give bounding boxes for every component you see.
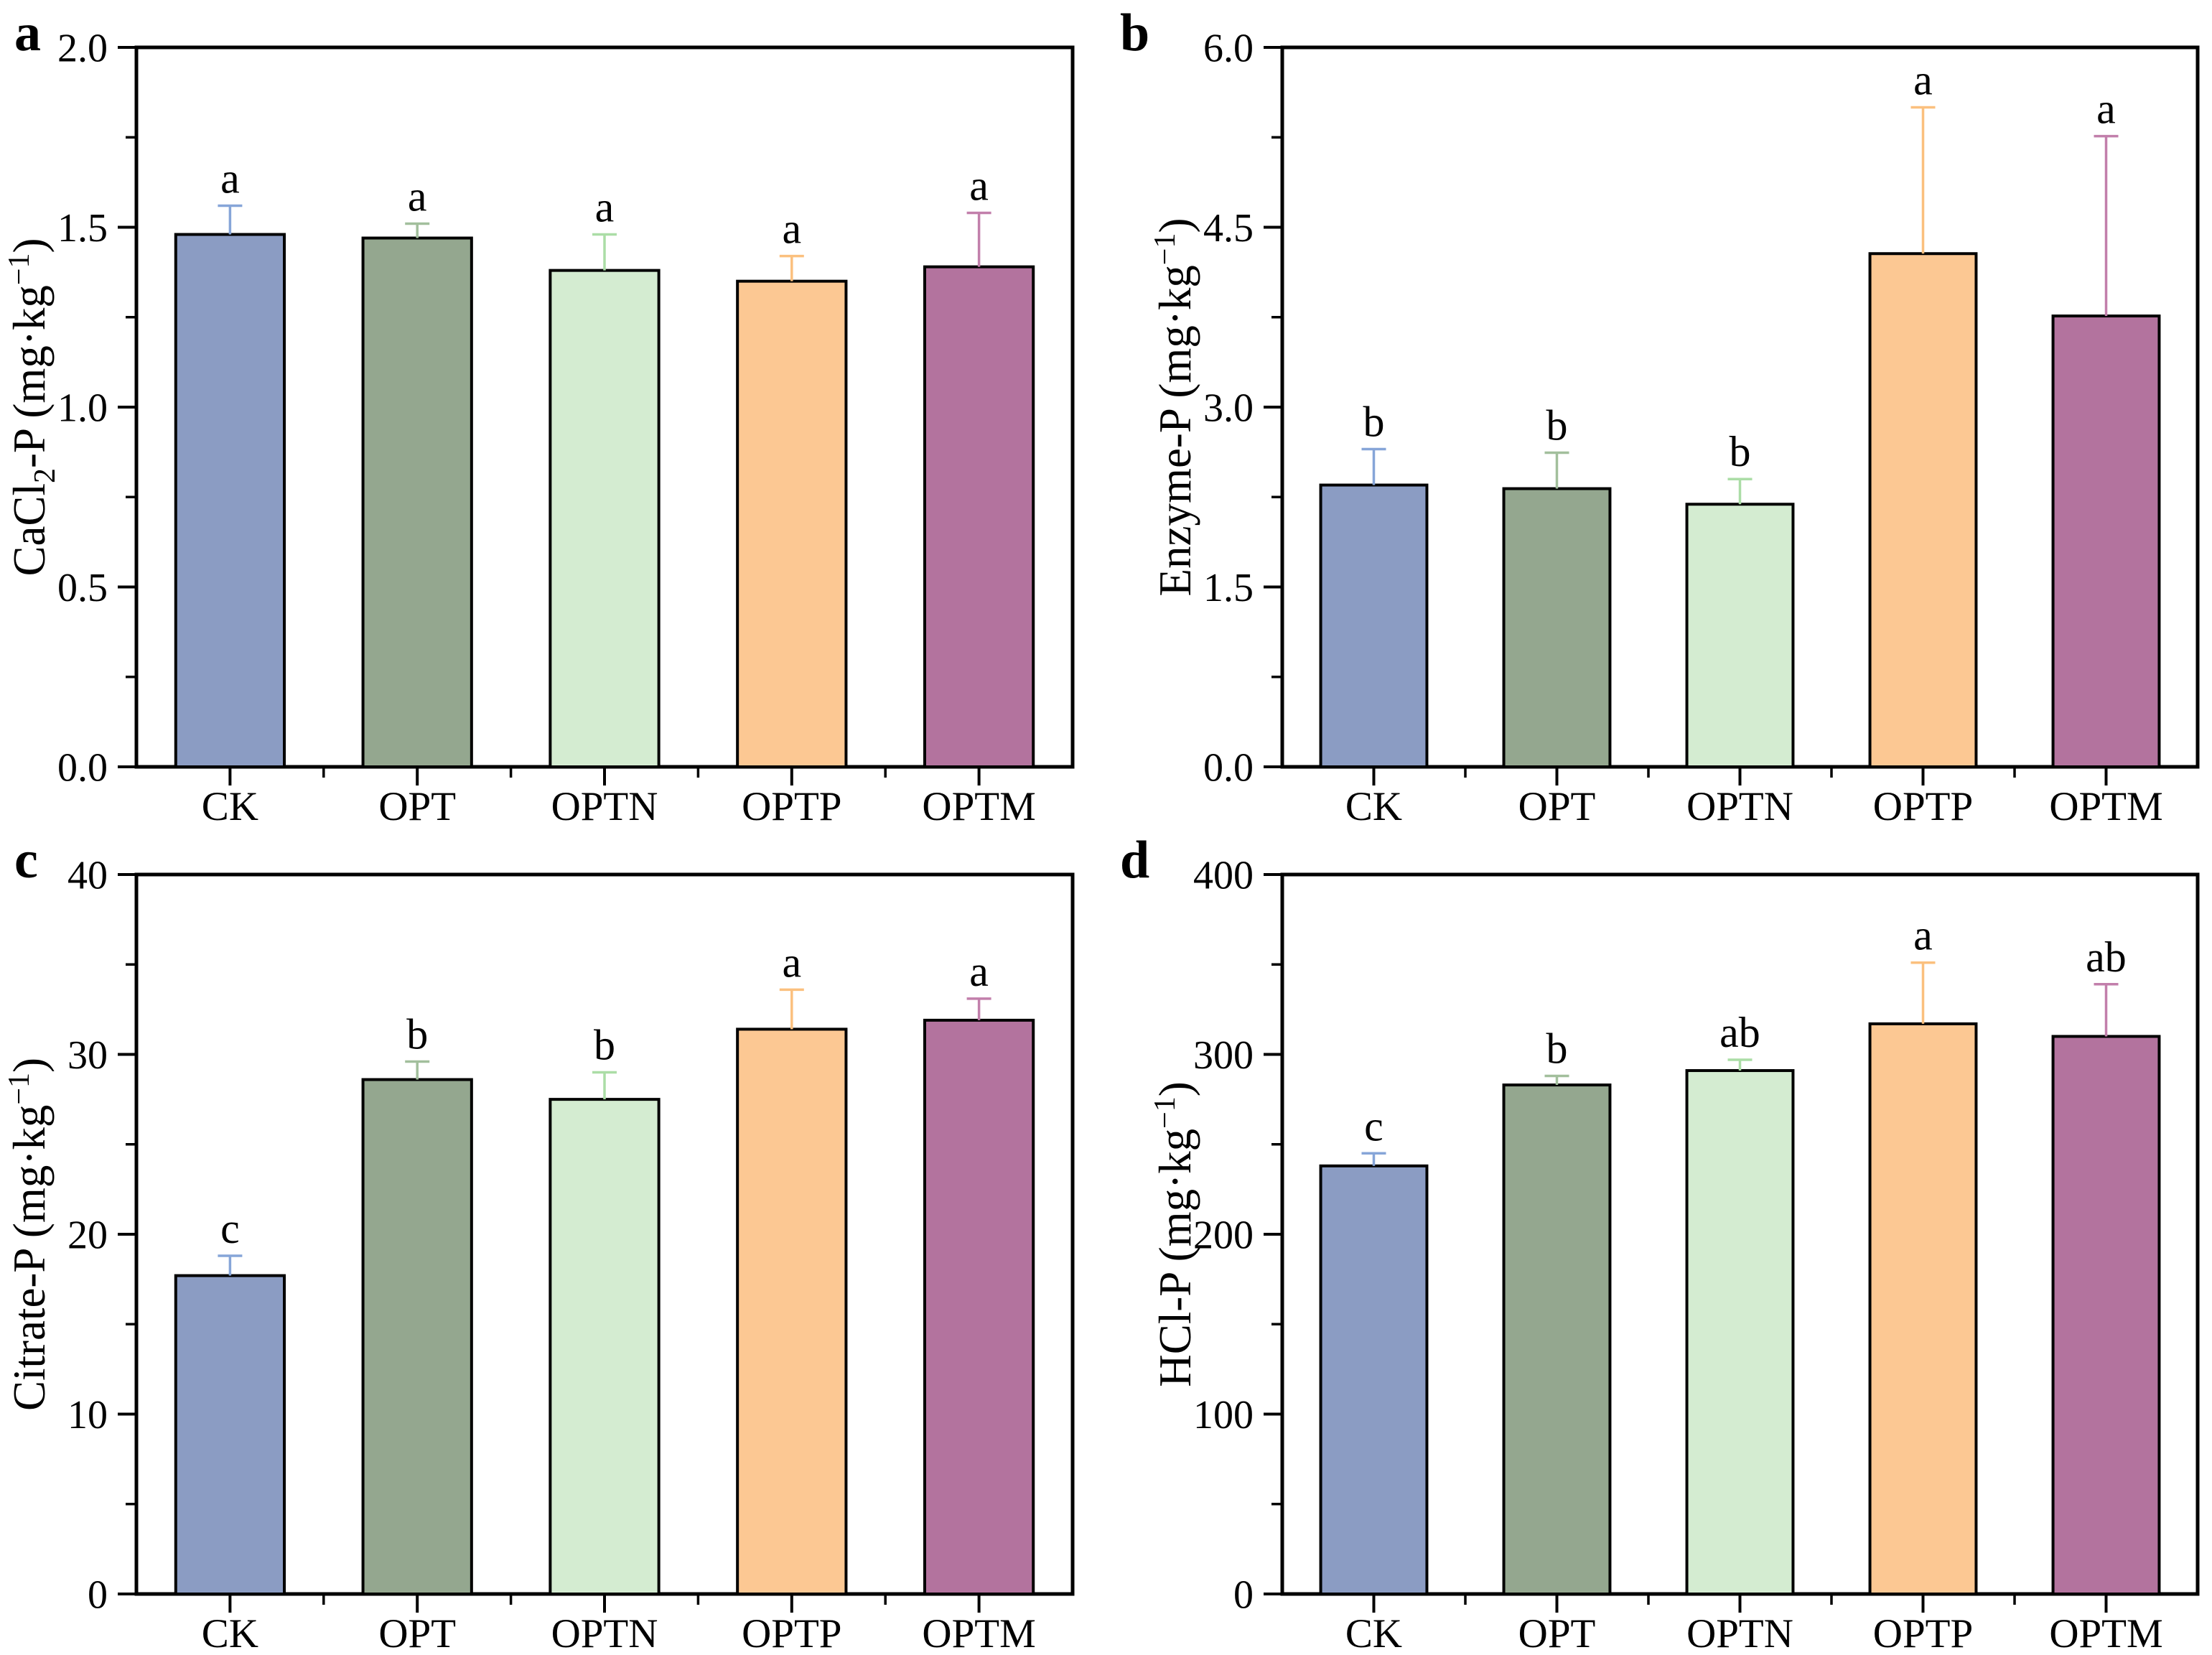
panel-letter-b: b [1120,4,1150,62]
chart-enzyme-p: 0.0 1.5 3.0 4.5 6.0 CK b OPT b OPTN b OPTP a OPTM a Enz… [1149,27,2200,827]
x-tick-label-OPTN: OPTN [551,784,658,827]
bar-OPTN [1685,1069,1795,1596]
x-tick-label-OPTN: OPTN [1686,784,1793,827]
sig-letter-OPTM: a [2096,85,2116,133]
sig-letter-OPT: b [1546,1025,1568,1073]
panel-b: b 0.0 1.5 3.0 4.5 6.0 CK b OPT b OPTN b OPTP a OPTM a E… [1106,0,2211,827]
x-tick-label-CK: CK [202,1611,258,1654]
bar-OPTP [1868,252,1978,768]
y-tick-label: 0 [1233,1573,1254,1618]
y-tick-label: 0.5 [57,566,108,610]
chart-hcl-p: 0 100 200 300 400 CK c OPT b OPTN ab OPTP a OPTM ab HCl… [1149,854,2200,1654]
x-tick-label-OPTM: OPTM [922,784,1035,827]
bar-OPTP [736,1027,848,1595]
bar-CK [174,1274,286,1595]
y-tick-label: 0.0 [1203,746,1254,791]
y-tick-label: 10 [67,1393,108,1437]
x-tick-label-OPTP: OPTP [742,784,841,827]
y-axis-title: HCl-P (mg·kg−1) [1149,1081,1200,1387]
bar-OPTN [549,1098,661,1595]
y-tick-label: 200 [1193,1213,1254,1258]
x-tick-label-OPTM: OPTM [2049,784,2162,827]
bar-OPTM [2051,1035,2161,1595]
sig-letter-OPTN: ab [1719,1009,1760,1056]
x-tick-label-CK: CK [1345,784,1402,827]
x-tick-label-OPTM: OPTM [922,1611,1035,1654]
x-tick-label-OPT: OPT [1518,784,1596,827]
chart-citrate-p: 0 10 20 30 40 CK c OPT b OPTN b OPTP a OPTM a Citrate-P… [3,854,1075,1654]
sig-letter-CK: b [1363,398,1385,445]
panel-letter-c: c [14,831,38,890]
y-tick-label: 0.0 [57,746,108,791]
y-tick-label: 4.5 [1203,206,1254,251]
bar-OPT [361,236,473,768]
sig-letter-CK: c [1364,1102,1383,1150]
bar-OPT [1502,487,1612,768]
bar-OPTP [1868,1022,1978,1596]
sig-letter-OPT: b [1546,401,1568,449]
y-tick-label: 1.0 [57,386,108,431]
y-tick-label: 2.0 [57,27,108,71]
sig-letter-CK: a [220,154,240,202]
x-tick-label-OPT: OPT [378,1611,456,1654]
sig-letter-OPT: a [408,172,427,220]
bar-OPTN [549,269,661,768]
y-axis-title: Citrate-P (mg·kg−1) [3,1058,55,1411]
sig-letter-OPTN: b [1730,428,1751,475]
sig-letter-OPTP: a [782,938,801,986]
y-tick-label: 6.0 [1203,27,1254,71]
y-axis-title: Enzyme-P (mg·kg−1) [1149,218,1200,597]
bar-CK [174,233,286,768]
y-tick-label: 400 [1193,854,1254,898]
sig-letter-OPTM: ab [2086,933,2127,981]
x-tick-label-OPTP: OPTP [742,1611,841,1654]
y-tick-label: 30 [67,1033,108,1078]
bar-OPTM [923,1018,1035,1595]
x-tick-label-OPTN: OPTN [551,1611,658,1654]
y-tick-label: 1.5 [1203,566,1254,610]
panel-letter-d: d [1120,831,1150,890]
sig-letter-OPTP: a [1913,912,1933,959]
y-tick-label: 3.0 [1203,386,1254,431]
sig-letter-OPTN: b [594,1022,615,1069]
panel-d: d 0 100 200 300 400 CK c OPT b OPTN ab OPTP a OPTM ab H… [1106,827,2211,1654]
x-tick-label-OPTM: OPTM [2049,1611,2162,1654]
sig-letter-OPTN: a [595,184,615,231]
panel-c: c 0 10 20 30 40 CK c OPT b OPTN b OPTP a OPTM a Citrate… [0,827,1106,1654]
bar-OPTM [923,265,1035,768]
bar-CK [1319,483,1429,768]
sig-letter-OPTM: a [969,948,989,995]
sig-letter-OPT: b [406,1011,428,1058]
panel-letter-a: a [14,4,41,62]
x-tick-label-OPT: OPT [378,784,456,827]
sig-letter-OPTP: a [782,205,801,253]
bar-CK [1319,1164,1429,1595]
bar-OPT [1502,1083,1612,1595]
bar-OPT [361,1078,473,1595]
y-tick-label: 300 [1193,1033,1254,1078]
bar-OPTM [2051,314,2161,768]
y-tick-label: 40 [67,854,108,898]
chart-cacl2-p: 0.0 0.5 1.0 1.5 2.0 CK a OPT a OPTN a OPTP a OPTM a CaC… [3,27,1075,827]
sig-letter-CK: c [220,1205,240,1252]
sig-letter-OPTM: a [969,162,989,209]
x-tick-label-OPTN: OPTN [1686,1611,1793,1654]
y-tick-label: 20 [67,1213,108,1258]
y-tick-label: 100 [1193,1393,1254,1437]
x-tick-label-OPTP: OPTP [1873,784,1973,827]
panel-a: a 0.0 0.5 1.0 1.5 2.0 CK a OPT a OPTN a OPTP a OPTM a C… [0,0,1106,827]
bar-OPTN [1685,503,1795,769]
y-axis-title: CaCl2-P (mg·kg−1) [3,238,62,576]
bar-OPTP [736,279,848,768]
y-tick-label: 0 [88,1573,108,1618]
x-tick-label-OPTP: OPTP [1873,1611,1973,1654]
x-tick-label-OPT: OPT [1518,1611,1596,1654]
sig-letter-OPTP: a [1913,57,1933,104]
x-tick-label-CK: CK [202,784,258,827]
y-tick-label: 1.5 [57,206,108,251]
x-tick-label-CK: CK [1345,1611,1402,1654]
